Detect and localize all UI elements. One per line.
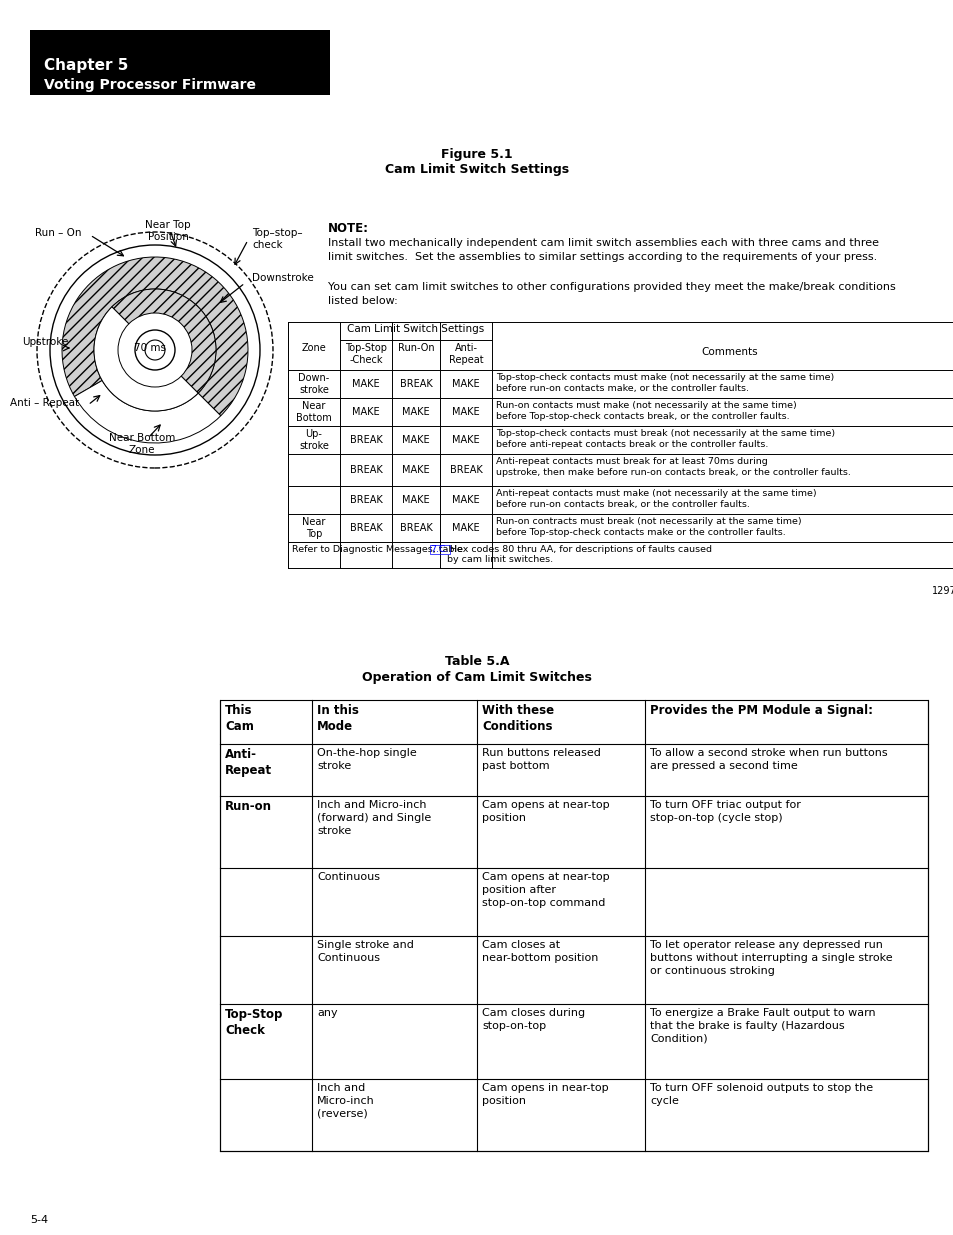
Text: Hex codes 80 thru AA, for descriptions of faults caused
by cam limit switches.: Hex codes 80 thru AA, for descriptions o… xyxy=(447,545,711,564)
Text: Anti-repeat contacts must make (not necessarily at the same time)
before run-on : Anti-repeat contacts must make (not nece… xyxy=(496,489,816,510)
Bar xyxy=(220,700,927,1151)
Text: Install two mechanically independent cam limit switch assemblies each with three: Install two mechanically independent cam… xyxy=(328,238,878,262)
Text: In this
Mode: In this Mode xyxy=(316,704,358,734)
Text: 7.C.: 7.C. xyxy=(430,545,449,555)
Text: Figure 5.1: Figure 5.1 xyxy=(440,148,513,161)
Text: Cam opens in near-top
position: Cam opens in near-top position xyxy=(481,1083,608,1105)
Text: Refer to Diagnostic Messages, table: Refer to Diagnostic Messages, table xyxy=(292,545,465,555)
Text: To allow a second stroke when run buttons
are pressed a second time: To allow a second stroke when run button… xyxy=(649,748,886,771)
Text: 70 ms: 70 ms xyxy=(133,343,166,353)
Text: Top-Stop
-Check: Top-Stop -Check xyxy=(345,343,387,364)
Text: BREAK: BREAK xyxy=(349,522,382,534)
Text: MAKE: MAKE xyxy=(452,408,479,417)
Text: MAKE: MAKE xyxy=(402,495,430,505)
Text: Top-stop-check contacts must break (not necessarily at the same time)
before ant: Top-stop-check contacts must break (not … xyxy=(496,429,834,450)
Text: Single stroke and
Continuous: Single stroke and Continuous xyxy=(316,940,414,963)
Text: Comments: Comments xyxy=(701,347,758,357)
Text: Anti-repeat contacts must break for at least 70ms during
upstroke, then make bef: Anti-repeat contacts must break for at l… xyxy=(496,457,850,478)
Text: MAKE: MAKE xyxy=(452,495,479,505)
Text: Inch and
Micro-inch
(reverse): Inch and Micro-inch (reverse) xyxy=(316,1083,375,1119)
Wedge shape xyxy=(94,306,198,411)
Wedge shape xyxy=(112,289,215,393)
Text: BREAK: BREAK xyxy=(349,466,382,475)
Text: Cam Limit Switch Settings: Cam Limit Switch Settings xyxy=(347,324,484,333)
Bar xyxy=(288,322,953,568)
Text: Downstroke: Downstroke xyxy=(252,273,314,283)
Wedge shape xyxy=(74,380,220,443)
Text: Cam closes during
stop-on-top: Cam closes during stop-on-top xyxy=(481,1008,584,1031)
Text: Run-On: Run-On xyxy=(397,343,434,353)
Text: Up-
stroke: Up- stroke xyxy=(298,429,329,451)
Text: MAKE: MAKE xyxy=(402,466,430,475)
Wedge shape xyxy=(62,257,248,416)
Text: Run-on: Run-on xyxy=(225,800,272,813)
Text: Top-stop-check contacts must make (not necessarily at the same time)
before run-: Top-stop-check contacts must make (not n… xyxy=(496,373,833,394)
Circle shape xyxy=(135,330,174,370)
Text: Cam closes at
near-bottom position: Cam closes at near-bottom position xyxy=(481,940,598,963)
Text: Cam opens at near-top
position after
stop-on-top command: Cam opens at near-top position after sto… xyxy=(481,872,609,908)
Text: Upstroke: Upstroke xyxy=(22,337,69,347)
Text: MAKE: MAKE xyxy=(402,408,430,417)
Text: To turn OFF triac output for
stop-on-top (cycle stop): To turn OFF triac output for stop-on-top… xyxy=(649,800,800,823)
Text: Top-Stop
Check: Top-Stop Check xyxy=(225,1008,283,1037)
Text: 12970: 12970 xyxy=(931,585,953,597)
Text: MAKE: MAKE xyxy=(452,379,479,389)
Text: NOTE:: NOTE: xyxy=(328,222,369,235)
Circle shape xyxy=(145,340,165,359)
Text: With these
Conditions: With these Conditions xyxy=(481,704,554,734)
Text: To turn OFF solenoid outputs to stop the
cycle: To turn OFF solenoid outputs to stop the… xyxy=(649,1083,872,1105)
Text: BREAK: BREAK xyxy=(449,466,482,475)
Text: Near
Bottom: Near Bottom xyxy=(295,401,332,422)
Text: This
Cam: This Cam xyxy=(225,704,253,734)
Text: Inch and Micro-inch
(forward) and Single
stroke: Inch and Micro-inch (forward) and Single… xyxy=(316,800,431,836)
Text: Operation of Cam Limit Switches: Operation of Cam Limit Switches xyxy=(362,671,591,684)
Text: Near Bottom
Zone: Near Bottom Zone xyxy=(109,433,175,454)
Text: BREAK: BREAK xyxy=(349,435,382,445)
Text: MAKE: MAKE xyxy=(352,408,379,417)
Text: any: any xyxy=(316,1008,337,1018)
Text: Cam opens at near-top
position: Cam opens at near-top position xyxy=(481,800,609,823)
Text: MAKE: MAKE xyxy=(352,379,379,389)
Text: 5-4: 5-4 xyxy=(30,1215,48,1225)
Text: Voting Processor Firmware: Voting Processor Firmware xyxy=(44,78,255,91)
Text: You can set cam limit switches to other configurations provided they meet the ma: You can set cam limit switches to other … xyxy=(328,282,895,305)
Text: On-the-hop single
stroke: On-the-hop single stroke xyxy=(316,748,416,771)
Text: MAKE: MAKE xyxy=(452,522,479,534)
Text: Zone: Zone xyxy=(301,343,326,353)
Text: MAKE: MAKE xyxy=(452,435,479,445)
Text: Cam Limit Switch Settings: Cam Limit Switch Settings xyxy=(384,163,569,177)
Text: To let operator release any depressed run
buttons without interrupting a single : To let operator release any depressed ru… xyxy=(649,940,892,976)
Text: Chapter 5: Chapter 5 xyxy=(44,58,129,73)
Text: Anti-
Repeat: Anti- Repeat xyxy=(225,748,272,777)
Text: Top–stop–
check: Top–stop– check xyxy=(252,228,302,249)
Text: BREAK: BREAK xyxy=(399,379,432,389)
Text: Continuous: Continuous xyxy=(316,872,379,882)
Text: Down-
stroke: Down- stroke xyxy=(298,373,330,395)
Text: Run – On: Run – On xyxy=(34,228,81,238)
Text: MAKE: MAKE xyxy=(402,435,430,445)
Text: Run-on contracts must break (not necessarily at the same time)
before Top-stop-c: Run-on contracts must break (not necessa… xyxy=(496,517,801,537)
Text: To energize a Brake Fault output to warn
that the brake is faulty (Hazardous
Con: To energize a Brake Fault output to warn… xyxy=(649,1008,875,1044)
Text: BREAK: BREAK xyxy=(349,495,382,505)
Text: Table 5.A: Table 5.A xyxy=(444,655,509,668)
Bar xyxy=(30,30,330,95)
Text: Near
Top: Near Top xyxy=(302,517,325,538)
Text: Near Top
Position: Near Top Position xyxy=(145,220,191,242)
Text: Provides the PM Module a Signal:: Provides the PM Module a Signal: xyxy=(649,704,872,718)
Text: Run buttons released
past bottom: Run buttons released past bottom xyxy=(481,748,600,771)
Text: Run-on contacts must make (not necessarily at the same time)
before Top-stop-che: Run-on contacts must make (not necessari… xyxy=(496,401,796,421)
Text: BREAK: BREAK xyxy=(399,522,432,534)
Text: Anti – Repeat: Anti – Repeat xyxy=(10,398,79,408)
Text: Anti-
Repeat: Anti- Repeat xyxy=(448,343,483,364)
